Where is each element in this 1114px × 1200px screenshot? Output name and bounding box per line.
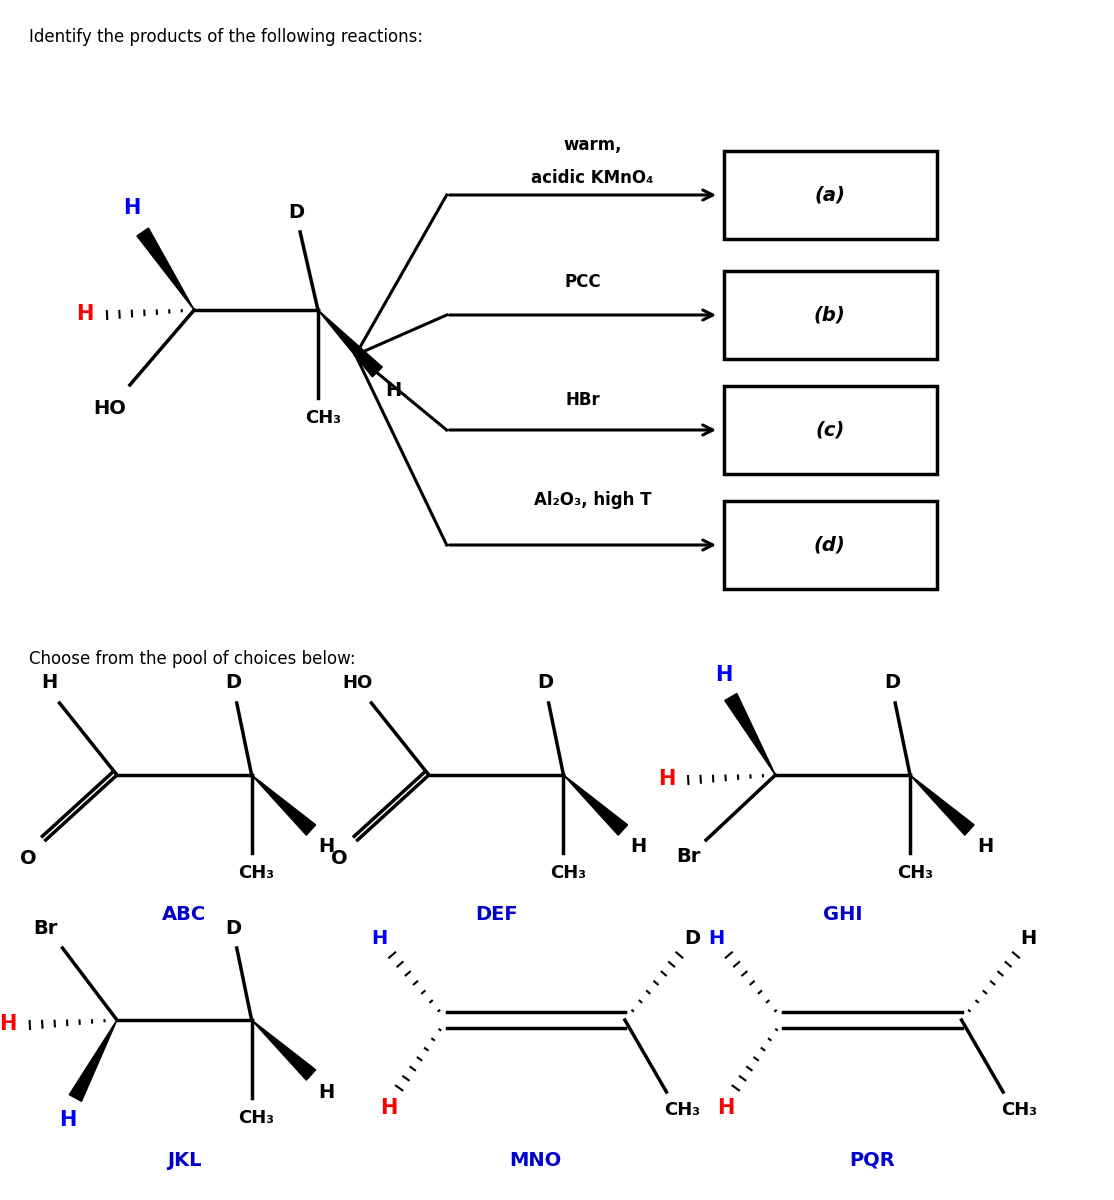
Text: acidic KMnO₄: acidic KMnO₄ (531, 169, 654, 187)
Text: HO: HO (342, 674, 373, 692)
Bar (724, 386, 937, 474)
Text: Br: Br (33, 918, 58, 937)
Text: Choose from the pool of choices below:: Choose from the pool of choices below: (29, 650, 355, 668)
Text: H: H (319, 838, 335, 857)
Polygon shape (252, 775, 315, 835)
Polygon shape (910, 775, 974, 835)
Text: CH₃: CH₃ (550, 864, 586, 882)
Text: H: H (0, 1014, 17, 1034)
Text: ABC: ABC (163, 906, 206, 924)
Bar (724, 502, 937, 589)
Text: H: H (41, 673, 58, 692)
Text: Br: Br (676, 847, 701, 866)
Text: HO: HO (94, 398, 127, 418)
Text: D: D (538, 673, 554, 692)
Text: HBr: HBr (566, 391, 600, 409)
Polygon shape (252, 1020, 315, 1080)
Polygon shape (69, 1020, 117, 1102)
Text: warm,: warm, (564, 136, 622, 154)
Polygon shape (317, 310, 382, 377)
Text: H: H (124, 198, 140, 218)
Text: Identify the products of the following reactions:: Identify the products of the following r… (29, 28, 423, 46)
Polygon shape (564, 775, 627, 835)
Text: H: H (657, 769, 675, 790)
Text: JKL: JKL (167, 1151, 202, 1170)
Text: O: O (332, 848, 348, 868)
Text: H: H (631, 838, 647, 857)
Bar (724, 271, 937, 359)
Text: H: H (1020, 929, 1037, 948)
Text: MNO: MNO (509, 1151, 561, 1170)
Text: H: H (977, 838, 994, 857)
Text: D: D (226, 673, 242, 692)
Text: (a): (a) (814, 186, 846, 204)
Text: Al₂O₃, high T: Al₂O₃, high T (534, 491, 652, 509)
Text: CH₃: CH₃ (1001, 1102, 1037, 1118)
Text: CH₃: CH₃ (305, 409, 341, 427)
Polygon shape (137, 228, 194, 310)
Text: D: D (885, 673, 900, 692)
Text: D: D (289, 203, 304, 222)
Text: H: H (319, 1082, 335, 1102)
Text: GHI: GHI (823, 906, 862, 924)
Text: (c): (c) (815, 420, 844, 439)
Text: D: D (226, 918, 242, 937)
Text: H: H (385, 380, 401, 400)
Bar (724, 151, 937, 239)
Text: H: H (59, 1110, 76, 1130)
Text: CH₃: CH₃ (664, 1102, 701, 1118)
Text: (d): (d) (814, 535, 846, 554)
Text: CH₃: CH₃ (897, 864, 934, 882)
Text: H: H (77, 304, 94, 324)
Text: D: D (684, 929, 701, 948)
Text: H: H (707, 929, 724, 948)
Text: H: H (381, 1098, 398, 1118)
Text: CH₃: CH₃ (238, 1109, 274, 1127)
Text: O: O (20, 848, 36, 868)
Polygon shape (725, 694, 775, 775)
Text: CH₃: CH₃ (238, 864, 274, 882)
Text: H: H (715, 665, 733, 685)
Text: PQR: PQR (850, 1151, 896, 1170)
Text: DEF: DEF (475, 906, 518, 924)
Text: PCC: PCC (565, 272, 602, 290)
Text: (b): (b) (814, 306, 846, 324)
Text: H: H (371, 929, 388, 948)
Text: H: H (717, 1098, 734, 1118)
